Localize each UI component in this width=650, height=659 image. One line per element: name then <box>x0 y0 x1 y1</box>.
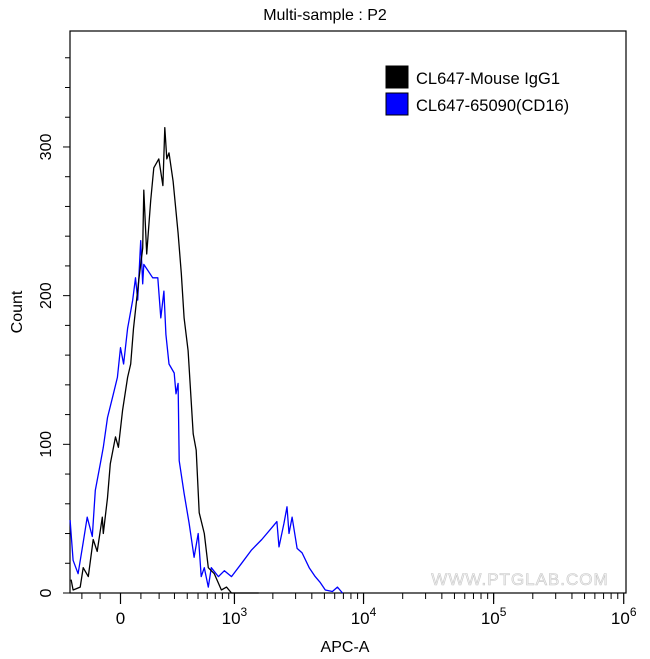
x-tick-label: 0 <box>116 609 125 628</box>
y-tick-label: 300 <box>38 134 55 161</box>
x-tick-label: 105 <box>481 605 507 628</box>
x-tick-label: 104 <box>351 605 377 628</box>
series-line-mouse-igg1 <box>70 126 259 594</box>
x-tick-label: 103 <box>222 605 248 628</box>
legend-swatch-cd16 <box>385 92 409 116</box>
series-group <box>69 126 343 594</box>
legend: CL647-Mouse IgG1 CL647-65090(CD16) <box>385 65 569 116</box>
y-axis: 0 100 200 300 <box>38 57 70 597</box>
x-axis-label: APC-A <box>321 639 370 656</box>
legend-label-mouse-igg1: CL647-Mouse IgG1 <box>416 70 560 88</box>
legend-swatch-mouse-igg1 <box>385 65 409 89</box>
y-tick-label: 0 <box>38 588 55 597</box>
x-axis: 0 103 104 105 106 <box>81 593 637 628</box>
legend-label-cd16: CL647-65090(CD16) <box>416 97 569 115</box>
plot-frame <box>69 30 627 594</box>
y-tick-label: 100 <box>38 431 55 458</box>
watermark: WWW.PTGLAB.COM <box>431 570 608 589</box>
x-tick-label: 106 <box>611 605 637 628</box>
series-line-cd16 <box>69 239 343 594</box>
y-axis-label: Count <box>9 290 26 333</box>
chart-title: Multi-sample : P2 <box>263 7 387 24</box>
y-tick-label: 200 <box>38 282 55 309</box>
